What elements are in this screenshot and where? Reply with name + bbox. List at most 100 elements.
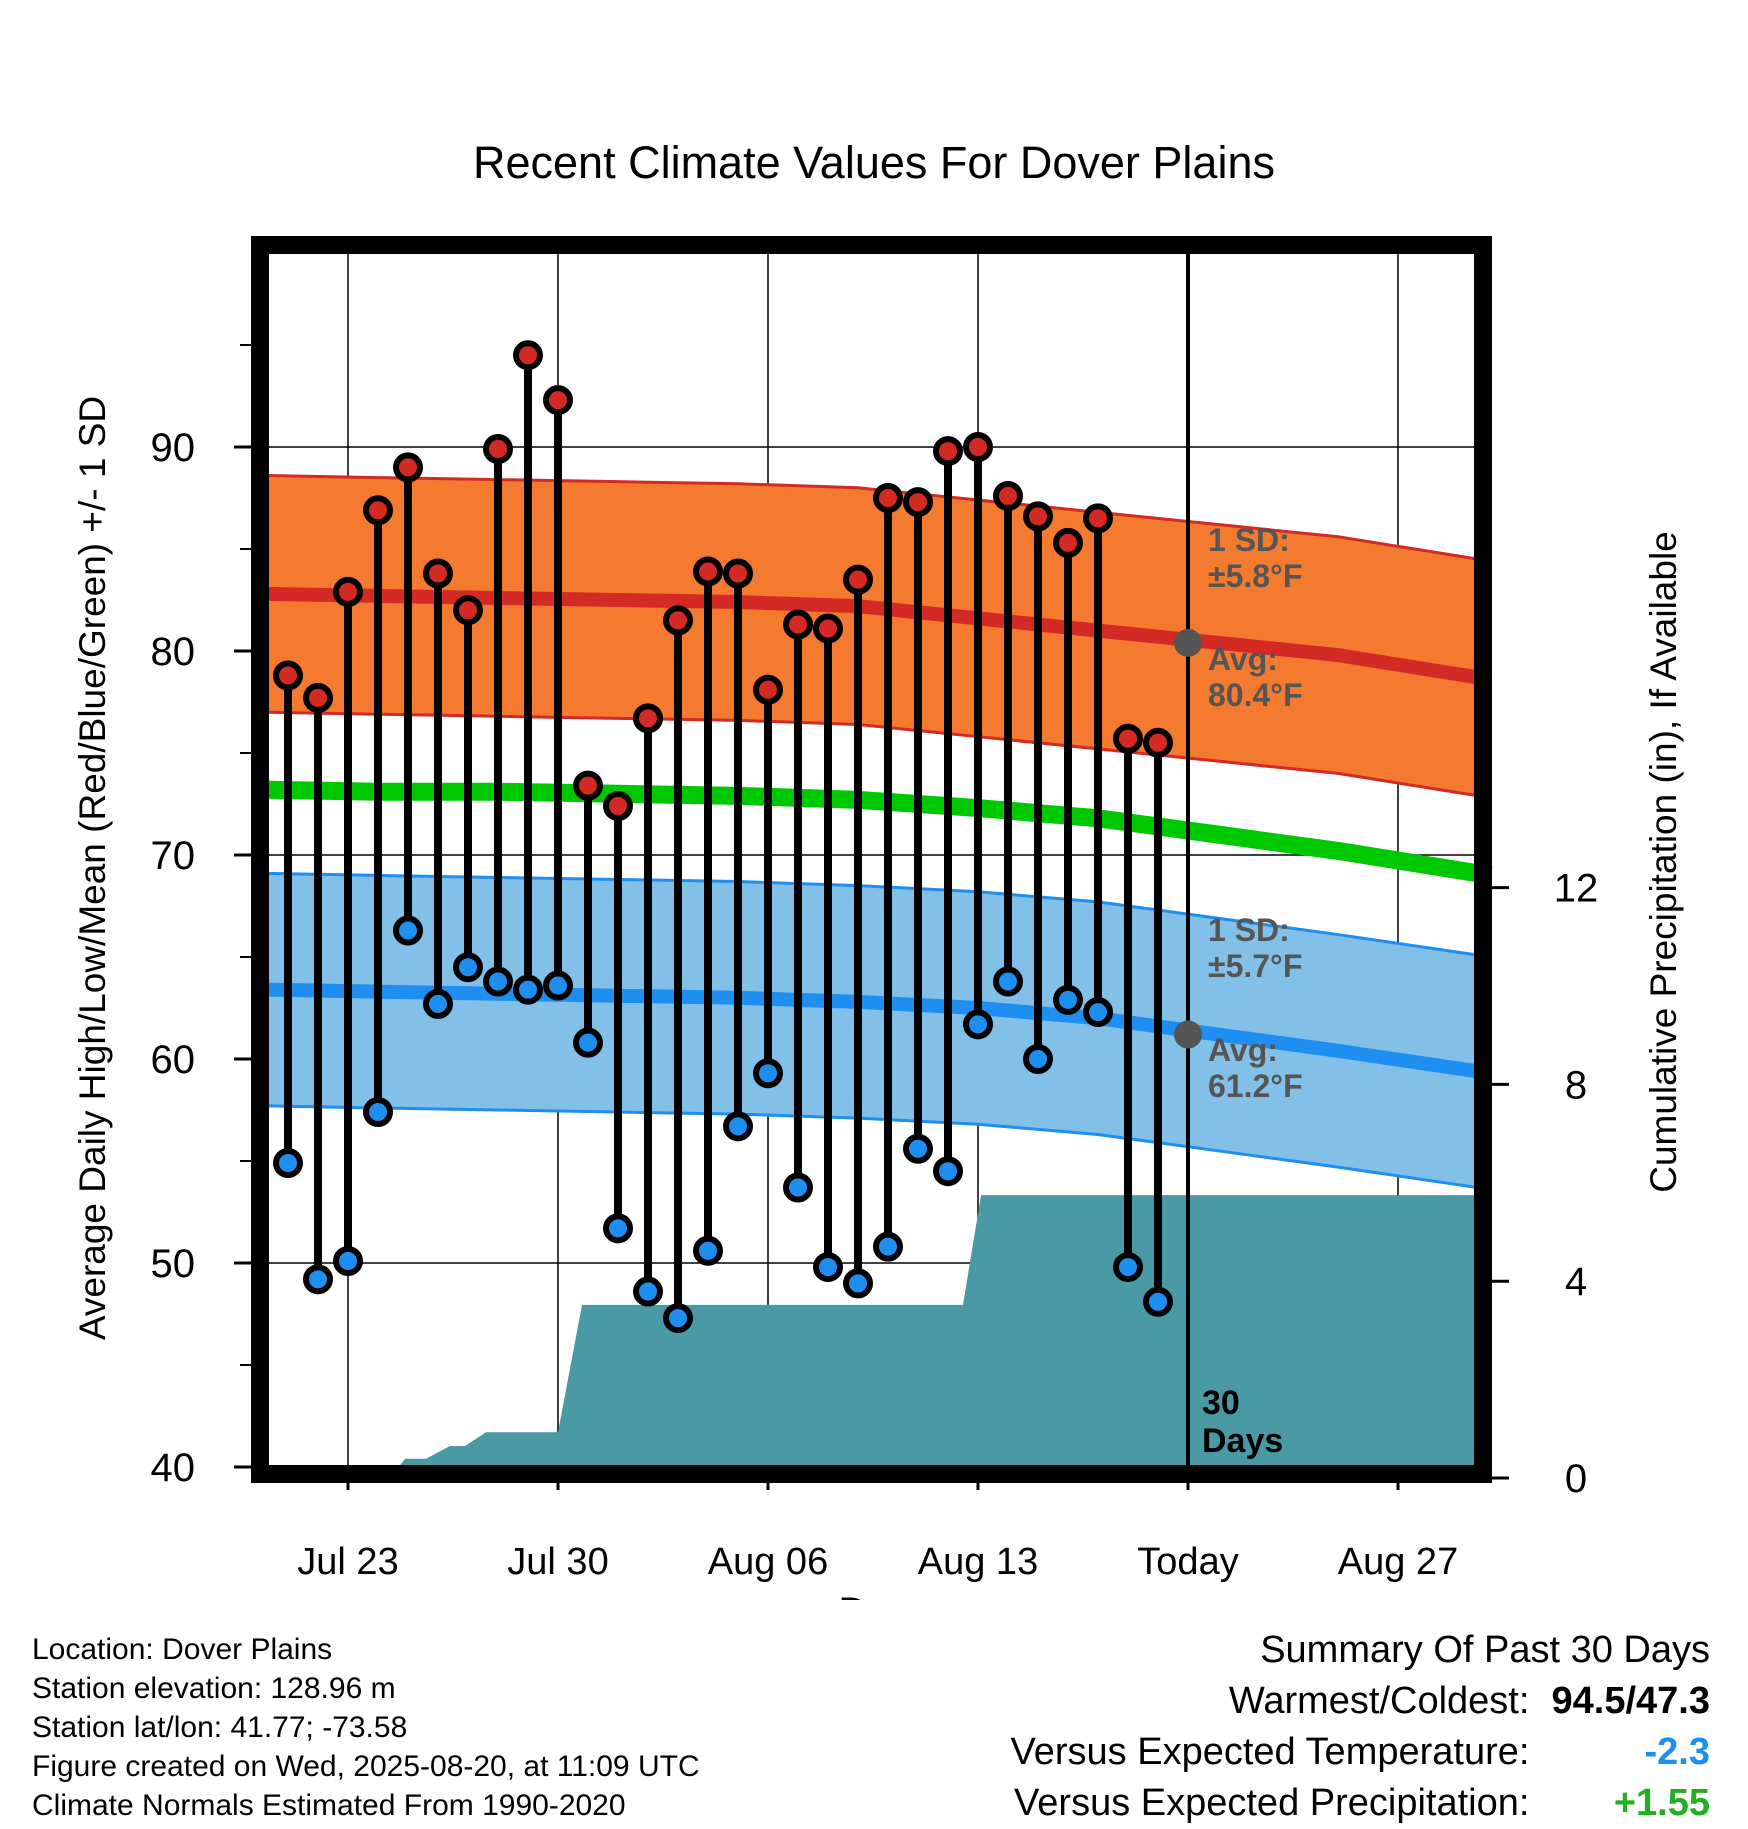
daily-low-point [483,966,513,997]
precip-anomaly-label: Versus Expected Precipitation: [1014,1782,1530,1824]
daily-low-point [693,1235,723,1266]
daily-low-point [933,1156,963,1187]
daily-high-point [903,487,933,518]
daily-low-point [573,1027,603,1058]
chart-title: Recent Climate Values For Dover Plains [473,137,1275,188]
today-days-annotation: 30 Days [1202,1384,1283,1460]
y-left-tick-label: 90 [151,426,196,470]
y-right-tick-label: 4 [1565,1260,1587,1304]
daily-high-point [1083,503,1113,534]
plot-frame [251,236,1492,1483]
station-info: Location: Dover Plains Station elevation… [32,1630,700,1825]
climate-chart: Recent Climate Values For Dover Plains 1… [72,137,1684,1600]
today-low-avg-dot [1174,1020,1202,1049]
daily-high-point [873,483,903,513]
daily-low-point [903,1133,933,1164]
daily-low-point [843,1268,873,1299]
daily-low-point [1083,997,1113,1028]
daily-high-point [1143,727,1173,758]
y-right-tick-label: 12 [1554,867,1599,911]
daily-high-point [303,682,333,713]
y-left-tick-label: 40 [151,1446,196,1490]
daily-low-point [723,1111,753,1142]
summary-panel: Summary Of Past 30 Days Warmest/Coldest:… [1011,1625,1710,1829]
daily-high-point [723,558,753,589]
low-sd-band [267,873,1491,1190]
plot-area: 1 SD: ±5.8°F Avg: 80.4°F 1 SD: ±5.7°F Avg: 61.2… [151,236,1599,1583]
daily-low-point [813,1252,843,1283]
daily-high-point [813,613,843,644]
daily-low-point [423,988,453,1019]
daily-high-point [603,791,633,822]
y-left-tick-label: 50 [151,1242,196,1286]
daily-high-point [483,434,513,465]
created-text: Figure created on Wed, 2025-08-20, at 11… [32,1750,700,1783]
daily-high-point [453,595,483,626]
daily-high-point [333,576,363,607]
y-left-tick-label: 60 [151,1038,196,1082]
warm-cold-label: Warmest/Coldest: [1228,1680,1530,1722]
today-high-avg-dot [1174,628,1202,657]
high-sd-annotation: 1 SD: ±5.8°F [1208,522,1302,594]
daily-low-point [603,1213,633,1244]
daily-low-point [333,1245,363,1276]
normals-text: Climate Normals Estimated From 1990-2020 [32,1789,626,1822]
y-right-tick-label: 8 [1565,1063,1587,1107]
daily-high-point [993,480,1023,511]
daily-low-point [753,1058,783,1089]
daily-low-point [993,966,1023,997]
daily-high-point [393,452,423,483]
daily-low-point [633,1276,663,1307]
daily-low-point [1053,984,1083,1015]
x-tick-label: Jul 30 [507,1541,608,1583]
daily-high-point [273,660,303,691]
daily-high-point [1053,527,1083,558]
daily-high-point [1023,501,1053,532]
daily-high-point [753,674,783,705]
summary-title: Summary Of Past 30 Days [1260,1629,1710,1671]
daily-low-point [393,915,423,946]
high-avg-annotation: Avg: 80.4°F [1208,641,1303,713]
x-tick-label: Aug 27 [1338,1541,1458,1583]
low-avg-annotation: Avg: 61.2°F [1208,1032,1303,1104]
daily-low-point [303,1264,333,1295]
high-sd-band [267,475,1491,798]
daily-low-point [453,952,483,983]
x-tick-label: Today [1137,1541,1238,1583]
low-sd-annotation: 1 SD: ±5.7°F [1208,912,1302,984]
x-tick-label: Jul 23 [297,1541,398,1583]
precip-area [267,1195,1483,1478]
daily-high-point [963,432,993,462]
daily-high-point [1113,723,1143,754]
latlon-text: Station lat/lon: 41.77; -73.58 [32,1711,408,1744]
y-left-tick-label: 70 [151,834,196,878]
high-sd-upper [266,474,1492,563]
daily-high-point [543,385,573,416]
y-axis-left-label: Average Daily High/Low/Mean (Red/Blue/Gr… [72,396,113,1340]
y-axis-right-label: Cumulative Precipitation (in), If Availa… [1643,531,1684,1193]
precip-anomaly-value: +1.55 [1613,1782,1710,1824]
daily-low-point [663,1303,693,1334]
y-left-tick-label: 80 [151,630,196,674]
daily-high-point [513,340,543,371]
elevation-text: Station elevation: 128.96 m [32,1672,396,1705]
warm-cold-value: 94.5/47.3 [1551,1680,1710,1722]
daily-low-point [1023,1044,1053,1074]
x-tick-label: Aug 06 [708,1541,828,1583]
daily-low-point [1143,1286,1173,1317]
temp-anomaly-label: Versus Expected Temperature: [1010,1731,1530,1773]
daily-high-point [663,605,693,636]
x-axis-label: Day [838,1590,909,1600]
daily-low-point [873,1231,903,1262]
temp-anomaly-value: -2.3 [1644,1731,1710,1773]
daily-low-point [543,970,573,1001]
normal-mean-line [266,780,1493,885]
daily-low-point [273,1148,303,1179]
daily-low-point [363,1097,393,1128]
daily-high-point [633,703,663,734]
daily-high-point [573,770,603,801]
y-right-tick-label: 0 [1565,1457,1587,1501]
x-tick-label: Aug 13 [918,1541,1038,1583]
daily-low-point [963,1009,993,1040]
daily-high-point [843,564,873,595]
